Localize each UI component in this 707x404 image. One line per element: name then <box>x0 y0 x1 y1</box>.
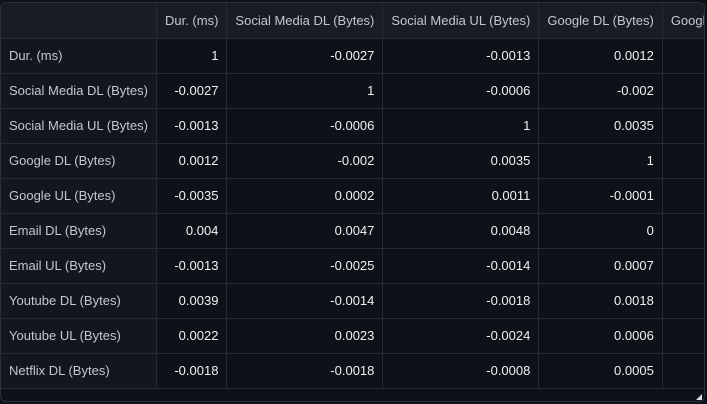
table-row: Google DL (Bytes) 0.0012 -0.002 0.0035 1 <box>1 143 704 179</box>
row-header[interactable]: Social Media UL (Bytes) <box>1 108 157 144</box>
row-header[interactable]: Email DL (Bytes) <box>1 213 157 249</box>
table-row: Dur. (ms) 1 -0.0027 -0.0013 0.0012 <box>1 38 704 74</box>
table-cell[interactable]: -0.002 <box>226 143 384 179</box>
column-header[interactable]: Social Media DL (Bytes) <box>226 3 384 39</box>
table-cell[interactable]: 0.0006 <box>538 318 663 354</box>
row-header[interactable]: Email UL (Bytes) <box>1 248 157 284</box>
table-cell[interactable] <box>662 73 704 109</box>
table-cell[interactable]: -0.0025 <box>226 248 384 284</box>
table-cell[interactable]: -0.0013 <box>382 38 540 74</box>
table-cell[interactable]: 1 <box>538 143 663 179</box>
column-header[interactable]: Google U <box>662 3 704 39</box>
table-row: Email DL (Bytes) 0.004 0.0047 0.0048 0 <box>1 213 704 249</box>
corner-cell <box>1 3 157 39</box>
table-cell[interactable]: 0.0012 <box>538 38 663 74</box>
table-cell[interactable]: -0.0018 <box>382 283 540 319</box>
table-cell[interactable]: -0.0014 <box>226 283 384 319</box>
table-cell[interactable]: -0.0018 <box>156 353 228 389</box>
table-cell[interactable]: 0 <box>538 213 663 249</box>
table-row: Youtube DL (Bytes) 0.0039 -0.0014 -0.001… <box>1 283 704 319</box>
table-row: Social Media UL (Bytes) -0.0013 -0.0006 … <box>1 108 704 144</box>
table-cell[interactable]: -0.0018 <box>226 353 384 389</box>
table-cell[interactable]: -0.002 <box>538 73 663 109</box>
table-cell[interactable]: 0.0011 <box>382 178 540 214</box>
table-cell[interactable]: 0.0007 <box>538 248 663 284</box>
table-cell[interactable]: -0.0006 <box>382 73 540 109</box>
column-header[interactable]: Dur. (ms) <box>156 3 228 39</box>
table-cell[interactable]: -0.0024 <box>382 318 540 354</box>
row-header[interactable]: Google UL (Bytes) <box>1 178 157 214</box>
table-cell[interactable]: 1 <box>226 73 384 109</box>
row-header[interactable]: Netflix DL (Bytes) <box>1 353 157 389</box>
header-row: Dur. (ms) Social Media DL (Bytes) Social… <box>1 3 704 39</box>
table-cell[interactable] <box>662 213 704 249</box>
table-cell[interactable] <box>662 143 704 179</box>
table-cell[interactable]: 1 <box>382 108 540 144</box>
table-cell[interactable] <box>662 38 704 74</box>
table-cell[interactable]: -0.0014 <box>382 248 540 284</box>
table-cell[interactable]: -0.0001 <box>538 178 663 214</box>
table-cell[interactable]: -0.0006 <box>226 108 384 144</box>
table-cell[interactable]: -0.0008 <box>382 353 540 389</box>
table-cell[interactable]: -0.0027 <box>156 73 228 109</box>
table-cell[interactable]: 0.0005 <box>538 353 663 389</box>
table-cell[interactable]: 0.0035 <box>382 143 540 179</box>
table-cell[interactable]: 0.0012 <box>156 143 228 179</box>
row-header[interactable]: Dur. (ms) <box>1 38 157 74</box>
table-row: Youtube UL (Bytes) 0.0022 0.0023 -0.0024… <box>1 318 704 354</box>
table-cell[interactable]: 0.0048 <box>382 213 540 249</box>
row-header[interactable]: Social Media DL (Bytes) <box>1 73 157 109</box>
table-cell[interactable]: 0.0023 <box>226 318 384 354</box>
resize-handle-icon[interactable] <box>696 394 702 400</box>
table-cell[interactable] <box>662 248 704 284</box>
table-cell[interactable]: 0.0018 <box>538 283 663 319</box>
table-cell[interactable]: 1 <box>156 38 228 74</box>
table-cell[interactable]: 0.0047 <box>226 213 384 249</box>
table-cell[interactable] <box>662 108 704 144</box>
table-cell[interactable]: 0.0002 <box>226 178 384 214</box>
table-cell[interactable]: 0.0022 <box>156 318 228 354</box>
table-cell[interactable]: -0.0013 <box>156 248 228 284</box>
table-cell[interactable]: -0.0035 <box>156 178 228 214</box>
table-row: Social Media DL (Bytes) -0.0027 1 -0.000… <box>1 73 704 109</box>
row-header[interactable]: Youtube DL (Bytes) <box>1 283 157 319</box>
table-cell[interactable] <box>662 318 704 354</box>
correlation-table: Dur. (ms) Social Media DL (Bytes) Social… <box>1 3 704 389</box>
table-row: Email UL (Bytes) -0.0013 -0.0025 -0.0014… <box>1 248 704 284</box>
table-cell[interactable]: 0.0039 <box>156 283 228 319</box>
table-cell[interactable]: -0.0013 <box>156 108 228 144</box>
table-row: Google UL (Bytes) -0.0035 0.0002 0.0011 … <box>1 178 704 214</box>
column-header[interactable]: Social Media UL (Bytes) <box>382 3 540 39</box>
table-cell[interactable] <box>662 283 704 319</box>
row-header[interactable]: Youtube UL (Bytes) <box>1 318 157 354</box>
table-cell[interactable] <box>662 353 704 389</box>
table-cell[interactable]: 0.0035 <box>538 108 663 144</box>
row-header[interactable]: Google DL (Bytes) <box>1 143 157 179</box>
table-cell[interactable] <box>662 178 704 214</box>
column-header[interactable]: Google DL (Bytes) <box>538 3 663 39</box>
table-row: Netflix DL (Bytes) -0.0018 -0.0018 -0.00… <box>1 353 704 389</box>
table-cell[interactable]: -0.0027 <box>226 38 384 74</box>
table-cell[interactable]: 0.004 <box>156 213 228 249</box>
